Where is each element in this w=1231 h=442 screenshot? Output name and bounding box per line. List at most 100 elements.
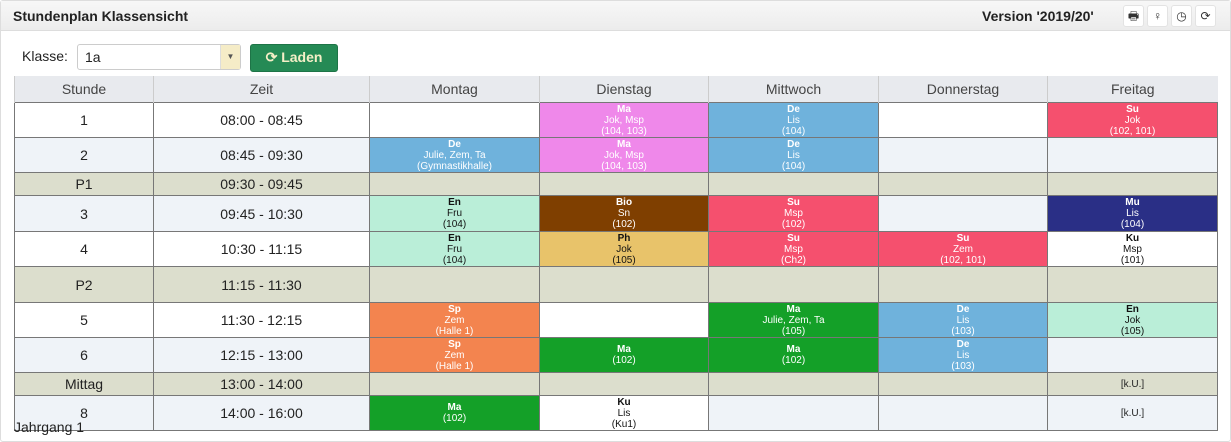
lesson-cell[interactable]: Sp Zem (Halle 1) xyxy=(369,337,540,373)
note: [k.U.] xyxy=(1120,378,1145,390)
subject: Sp xyxy=(448,303,461,315)
print-button[interactable]: 🖶 xyxy=(1123,5,1144,27)
lesson-cell[interactable]: En Fru (104) xyxy=(369,231,540,267)
room: (105) xyxy=(1120,325,1145,337)
room: (104) xyxy=(442,254,467,266)
lesson-cell[interactable]: Sp Zem (Halle 1) xyxy=(369,302,540,338)
subject: Su xyxy=(787,232,800,244)
time-cell: 09:45 - 10:30 xyxy=(153,195,370,232)
time-cell: 12:15 - 13:00 xyxy=(153,337,370,373)
empty-cell xyxy=(1047,337,1218,373)
lesson-cell[interactable]: En Fru (104) xyxy=(369,195,540,232)
period-cell: 1 xyxy=(14,102,154,138)
empty-cell xyxy=(539,266,709,303)
teacher: Zem xyxy=(953,243,973,255)
time-cell: 14:00 - 16:00 xyxy=(153,395,370,431)
period-cell: P1 xyxy=(14,172,154,196)
load-button-label: Laden xyxy=(281,49,323,65)
chevron-down-icon[interactable]: ▼ xyxy=(220,45,240,69)
teacher: Jok xyxy=(616,243,632,255)
table-row: P1 09:30 - 09:45 xyxy=(14,172,1218,196)
lesson-cell[interactable]: De Lis (104) xyxy=(708,102,879,138)
room: (104, 103) xyxy=(601,160,647,172)
lesson-cell[interactable]: Ma (102) xyxy=(369,395,540,431)
room: (102) xyxy=(612,355,636,366)
lesson-cell[interactable]: Ma (102) xyxy=(539,337,709,373)
lesson-cell[interactable]: Mu Lis (104) xyxy=(1047,195,1218,232)
time-cell: 08:00 - 08:45 xyxy=(153,102,370,138)
table-row: 1 08:00 - 08:45 Ma Jok, Msp (104, 103) De Lis(… xyxy=(14,102,1218,138)
empty-cell xyxy=(369,172,540,196)
empty-cell xyxy=(369,266,540,303)
panel-header: Stundenplan Klassensicht Version '2019/2… xyxy=(1,1,1230,31)
table-row: Mittag 13:00 - 14:00 [k.U.] xyxy=(14,372,1218,396)
teacher: Lis xyxy=(956,349,970,361)
teacher: Jok xyxy=(1124,314,1141,326)
period-cell: 2 xyxy=(14,137,154,173)
empty-cell xyxy=(708,372,879,396)
print-icon: 🖶 xyxy=(1127,9,1140,23)
lesson-cell[interactable]: Su Msp (Ch2) xyxy=(708,231,879,267)
lesson-cell[interactable]: Su Zem (102, 101) xyxy=(878,231,1048,267)
klasse-label: Klasse: xyxy=(22,48,68,64)
lesson-cell[interactable]: De Lis (103) xyxy=(878,302,1048,338)
lesson-cell[interactable]: Ma Jok, Msp (104, 103) xyxy=(539,102,709,138)
tip-button[interactable]: ♀ xyxy=(1147,5,1168,27)
time-cell: 11:30 - 12:15 xyxy=(153,302,370,338)
timetable: Stunde Zeit Montag Dienstag Mittwoch Donnerst… xyxy=(14,76,1218,431)
room: (Halle 1) xyxy=(435,360,474,372)
lesson-cell[interactable]: Ku Msp (101) xyxy=(1047,231,1218,267)
lesson-cell[interactable]: Ku Lis (Ku1) xyxy=(539,395,709,431)
teacher: Msp xyxy=(1123,243,1142,255)
subject: De xyxy=(787,103,800,115)
lesson-cell[interactable]: Ma (102) xyxy=(708,337,879,373)
period-cell: Mittag xyxy=(14,372,154,396)
time-cell: 09:30 - 09:45 xyxy=(153,172,370,196)
subject: Ku xyxy=(1125,232,1140,244)
lesson-cell[interactable]: De Lis (103) xyxy=(878,337,1048,373)
refresh-icon: ⟳ xyxy=(265,49,278,65)
teacher: Lis xyxy=(787,149,800,161)
refresh-button[interactable]: ⟳ xyxy=(1195,5,1216,27)
empty-cell xyxy=(878,395,1048,431)
subject: Ma xyxy=(617,103,631,115)
room: (101) xyxy=(1120,254,1145,266)
klasse-select[interactable]: 1a ▼ xyxy=(77,44,241,70)
room: (102) xyxy=(781,355,806,366)
lesson-cell[interactable]: En Jok (105) xyxy=(1047,302,1218,338)
column-header: Dienstag xyxy=(539,76,709,103)
teacher: Jok xyxy=(1124,114,1141,126)
empty-cell xyxy=(1047,137,1218,173)
subject: Ma xyxy=(447,402,462,413)
lesson-cell[interactable]: Ph Jok (105) xyxy=(539,231,709,267)
empty-cell xyxy=(369,102,540,138)
empty-cell xyxy=(878,137,1048,173)
column-header: Donnerstag xyxy=(878,76,1048,103)
subject: De xyxy=(956,303,970,315)
subject: De xyxy=(956,338,970,350)
room: (102) xyxy=(612,219,636,230)
lesson-cell[interactable]: Bio Sn (102) xyxy=(539,195,709,232)
teacher: Zem xyxy=(444,314,465,326)
room: (104) xyxy=(1120,219,1145,230)
column-header: Mittwoch xyxy=(708,76,879,103)
load-button[interactable]: ⟳ Laden xyxy=(250,44,338,72)
lesson-cell[interactable]: Ma Jok, Msp (104, 103) xyxy=(539,137,709,173)
lesson-cell[interactable]: Su Jok (102, 101) xyxy=(1047,102,1218,138)
subject: Ph xyxy=(617,232,631,244)
teacher: Jok, Msp xyxy=(603,149,644,161)
lesson-cell[interactable]: De Julie, Zem, Ta (Gymnastikhalle) xyxy=(369,137,540,173)
refresh-icon: ⟳ xyxy=(1200,9,1211,23)
history-button[interactable]: ◷ xyxy=(1171,5,1192,27)
room: (104) xyxy=(781,125,806,137)
empty-cell xyxy=(878,372,1048,396)
lesson-cell[interactable]: Su Msp (102) xyxy=(708,195,879,232)
lesson-cell[interactable]: De Lis (104) xyxy=(708,137,879,173)
room: (Gymnastikhalle) xyxy=(416,160,493,172)
time-cell: 08:45 - 09:30 xyxy=(153,137,370,173)
column-header: Freitag xyxy=(1047,76,1218,103)
teacher: Fru xyxy=(447,208,462,219)
subject: Su xyxy=(1126,103,1139,115)
room: (102) xyxy=(781,219,806,230)
lesson-cell[interactable]: Ma Julie, Zem, Ta (105) xyxy=(708,302,879,338)
